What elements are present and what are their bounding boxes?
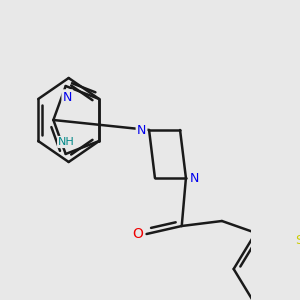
Text: S: S	[296, 234, 300, 247]
Text: N: N	[63, 91, 72, 103]
Text: NH: NH	[58, 137, 75, 147]
Text: N: N	[190, 172, 199, 185]
Text: N: N	[137, 124, 146, 137]
Text: O: O	[133, 227, 144, 241]
